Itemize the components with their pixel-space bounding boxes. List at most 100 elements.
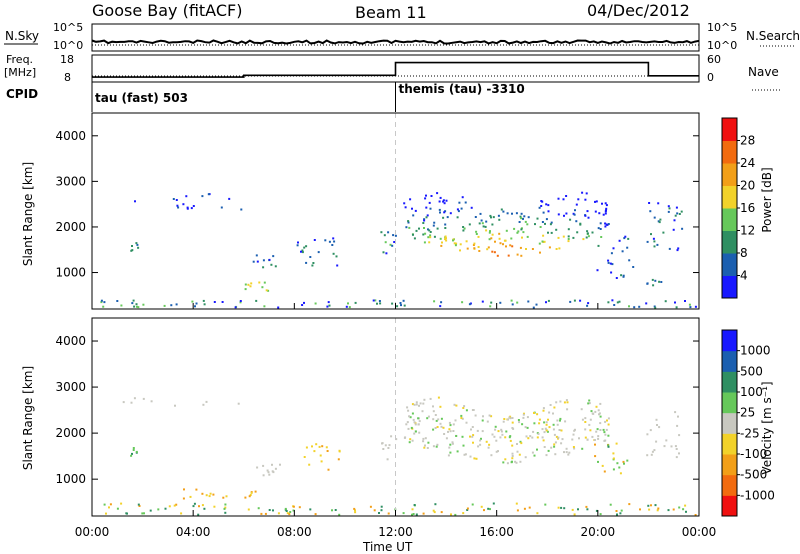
power-point	[607, 301, 610, 304]
velocity-point	[508, 436, 511, 439]
power-point	[516, 301, 519, 304]
power-point	[594, 200, 596, 203]
velocity-point	[432, 509, 435, 512]
power-point	[247, 283, 250, 286]
power-point	[488, 238, 491, 241]
velocity-point	[439, 405, 442, 408]
velocity-point	[448, 428, 451, 431]
velocity-point	[522, 413, 525, 416]
power-y-axis-label: Slant Range [km]	[21, 162, 35, 266]
power-point	[487, 246, 490, 249]
velocity-point	[521, 423, 524, 426]
power-colorbar-tick-label: 16	[740, 201, 755, 215]
velocity-point	[390, 435, 393, 438]
velocity-point	[284, 507, 287, 510]
velocity-point	[560, 442, 563, 445]
velocity-point	[201, 504, 204, 507]
power-point	[549, 223, 552, 226]
velocity-point	[426, 447, 429, 449]
velocity-point	[533, 412, 535, 414]
velocity-point	[411, 412, 414, 415]
velocity-point	[598, 412, 601, 415]
power-point	[428, 241, 431, 244]
power-point	[672, 228, 675, 231]
power-point	[605, 204, 608, 207]
velocity-point	[193, 502, 196, 505]
noise-sky-label: N.Sky	[5, 29, 39, 43]
power-point	[527, 216, 530, 219]
velocity-point	[209, 492, 212, 495]
velocity-point	[132, 449, 135, 451]
power-point	[516, 253, 519, 256]
velocity-point	[395, 438, 398, 441]
power-point	[131, 302, 134, 305]
velocity-point	[409, 438, 412, 441]
power-point	[170, 304, 173, 307]
velocity-point	[609, 503, 612, 506]
velocity-point	[499, 436, 502, 439]
velocity-point	[544, 427, 547, 430]
velocity-point	[141, 512, 144, 515]
velocity-point	[554, 453, 557, 456]
velocity-point	[411, 403, 414, 406]
velocity-point	[422, 437, 425, 440]
velocity-point	[584, 417, 587, 420]
velocity-point	[619, 472, 622, 475]
velocity-point	[529, 435, 532, 438]
velocity-point	[504, 436, 507, 439]
power-point	[443, 202, 446, 205]
power-point	[415, 229, 418, 232]
power-point	[491, 223, 494, 226]
power-point	[427, 236, 430, 239]
velocity-point	[528, 506, 531, 509]
power-point	[444, 210, 447, 213]
power-point	[429, 231, 432, 233]
power-point	[484, 225, 487, 228]
power-point	[312, 262, 315, 264]
velocity-point	[556, 419, 559, 422]
velocity-colorbar-swatch	[722, 495, 737, 517]
power-colorbar-swatch	[722, 140, 737, 164]
power-point	[659, 218, 662, 221]
power-point	[623, 237, 626, 240]
velocity-point	[247, 508, 250, 511]
velocity-colorbar-swatch	[722, 412, 737, 434]
power-point	[651, 278, 654, 281]
velocity-point	[303, 456, 306, 458]
power-point	[577, 198, 580, 201]
velocity-point	[130, 454, 133, 457]
velocity-point	[254, 490, 257, 493]
velocity-point	[657, 507, 660, 510]
velocity-point	[450, 513, 452, 516]
velocity-point	[493, 435, 496, 438]
velocity-point	[604, 433, 607, 436]
velocity-point	[584, 428, 587, 431]
power-point	[584, 214, 587, 217]
velocity-point	[533, 454, 536, 457]
velocity-colorbar: 1000 500 100 25 -25 -100 -500 -1000	[721, 329, 775, 517]
power-point	[194, 305, 196, 308]
power-point	[599, 228, 602, 230]
power-point	[527, 300, 530, 303]
velocity-point	[508, 416, 511, 419]
velocity-point	[384, 444, 387, 447]
velocity-point	[443, 433, 446, 435]
power-point	[576, 231, 579, 234]
velocity-point	[518, 453, 521, 456]
velocity-point	[678, 452, 680, 455]
velocity-point	[440, 511, 443, 514]
power-point	[326, 305, 329, 308]
power-point	[176, 204, 179, 207]
beam-label: Beam 11	[355, 3, 427, 22]
velocity-point	[573, 513, 576, 516]
power-colorbar-tick-label: 28	[740, 134, 755, 148]
velocity-point	[313, 450, 316, 453]
power-point	[496, 254, 499, 257]
power-point	[550, 231, 553, 234]
velocity-point	[373, 509, 376, 512]
power-point	[502, 210, 505, 213]
velocity-colorbar-swatch	[722, 433, 737, 455]
velocity-point	[175, 503, 178, 506]
power-point	[574, 209, 576, 212]
power-point	[120, 304, 123, 307]
